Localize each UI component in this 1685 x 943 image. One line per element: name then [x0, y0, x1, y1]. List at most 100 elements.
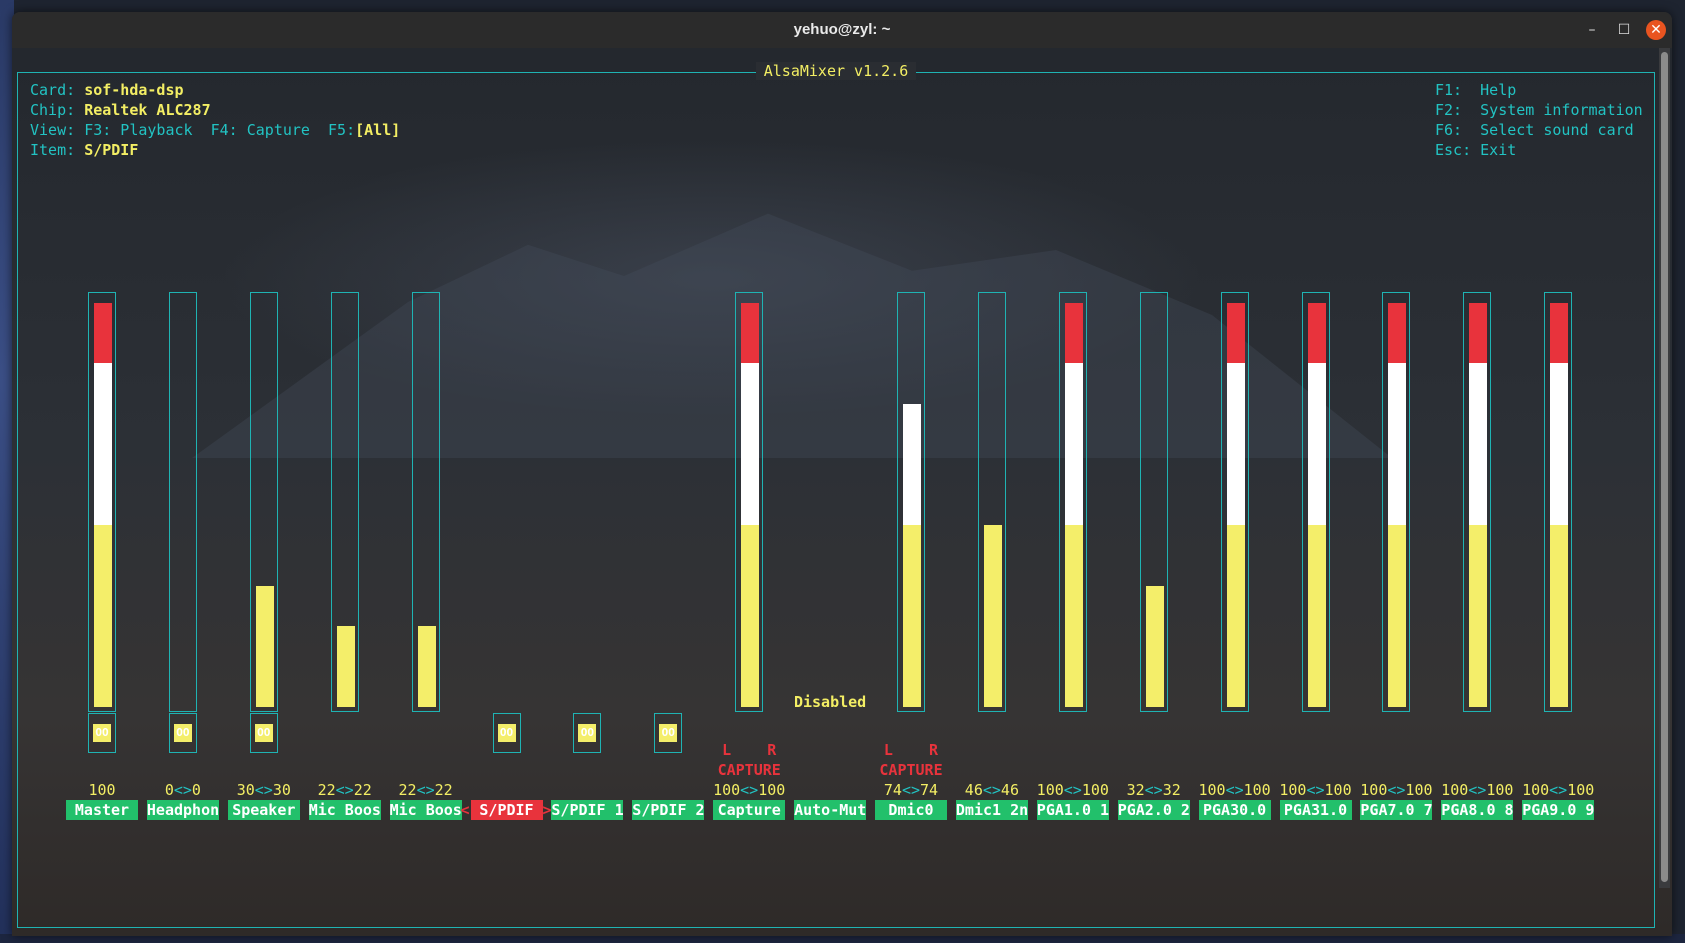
mixer-channel[interactable]: OO 0<>0 Headphon	[143, 48, 223, 848]
mixer-channel[interactable]: Disabled Auto-Mut	[790, 48, 870, 848]
volume-bar[interactable]	[1382, 292, 1411, 712]
mute-switch[interactable]: OO	[88, 713, 116, 753]
volume-left: 46	[964, 781, 983, 799]
mute-switch[interactable]: OO	[249, 713, 278, 753]
channel-name[interactable]: PGA9.0 9	[1522, 800, 1595, 820]
volume-bar[interactable]	[88, 292, 116, 712]
volume-separator: <>	[335, 781, 354, 799]
help-f2[interactable]: F2: System information	[1435, 100, 1643, 120]
scrollbar[interactable]	[1659, 48, 1670, 888]
volume-fill	[336, 626, 355, 707]
item-label: Item:	[30, 141, 76, 159]
volume-bar[interactable]	[735, 292, 764, 712]
mixer-channel[interactable]: 22<>22 Mic Boos	[305, 48, 385, 848]
volume-bar[interactable]	[977, 292, 1006, 712]
mute-switch[interactable]: OO	[654, 713, 683, 753]
volume-bar[interactable]	[168, 292, 197, 712]
volume-separator: <>	[1468, 781, 1487, 799]
channel-name[interactable]: S/PDIF 2	[632, 800, 705, 820]
volume-bar[interactable]	[249, 292, 278, 712]
volume-bar[interactable]	[1463, 292, 1492, 712]
terminal-area[interactable]: AlsaMixer v1.2.6 Card: sof-hda-dsp Chip:…	[12, 48, 1672, 936]
volume-bar[interactable]	[1301, 292, 1330, 712]
channel-name[interactable]: Mic Boos	[308, 800, 381, 820]
mixer-channel[interactable]: 100<>100 PGA30.0	[1195, 48, 1275, 848]
channel-name[interactable]: Speaker	[227, 800, 300, 820]
channel-name[interactable]: PGA7.0 7	[1360, 800, 1433, 820]
channel-name[interactable]: PGA1.0 1	[1036, 800, 1109, 820]
mixer-channel[interactable]: 100<>100 PGA8.0 8	[1437, 48, 1517, 848]
close-button[interactable]: ✕	[1646, 20, 1666, 40]
volume-separator: <>	[1306, 781, 1325, 799]
volume-fill	[94, 303, 112, 707]
mixer-channel[interactable]: OO S/PDIF 1	[547, 48, 627, 848]
window-title: yehuo@zyl: ~	[793, 21, 891, 38]
volume-bar[interactable]	[1139, 292, 1168, 712]
volume-separator: <>	[1144, 781, 1163, 799]
minimize-button[interactable]: –	[1588, 22, 1596, 38]
help-key: F2:	[1435, 101, 1463, 119]
mixer-channel[interactable]: OO S/PDIF 2	[628, 48, 708, 848]
view-all[interactable]: [All]	[355, 121, 401, 139]
channel-name[interactable]: PGA8.0 8	[1441, 800, 1514, 820]
mixer-channel[interactable]: L R CAPTURE 100<>100 Capture	[709, 48, 789, 848]
help-esc[interactable]: Esc: Exit	[1435, 140, 1516, 160]
volume-bar[interactable]	[1544, 292, 1573, 712]
mute-switch[interactable]: OO	[492, 713, 521, 753]
volume-fill-peak	[1064, 303, 1083, 363]
channel-name[interactable]: Dmic1 2n	[955, 800, 1028, 820]
volume-value: 100<>100	[1276, 780, 1356, 800]
mixer-channel[interactable]: OO S/PDIF < >	[461, 48, 552, 848]
volume-separator: <>	[1225, 781, 1244, 799]
channel-name[interactable]: PGA30.0	[1198, 800, 1271, 820]
volume-bar[interactable]	[897, 292, 925, 712]
view-playback[interactable]: F3: Playback	[84, 121, 193, 139]
mute-switch[interactable]: OO	[573, 713, 602, 753]
mixer-channel[interactable]: OO 100 Master	[62, 48, 142, 848]
mixer-channel[interactable]: OO 30<>30 Speaker	[224, 48, 304, 848]
help-f1[interactable]: F1: Help	[1435, 80, 1516, 100]
volume-fill-peak	[1469, 303, 1488, 363]
item-line: Item: S/PDIF	[30, 140, 138, 160]
selected-marker-left: <	[460, 801, 470, 819]
switch-state: OO	[497, 724, 516, 742]
channel-name[interactable]: S/PDIF 1	[551, 800, 624, 820]
channel-name[interactable]: Headphon	[146, 800, 219, 820]
volume-bar[interactable]	[411, 292, 440, 712]
mixer-channel[interactable]: 32<>32 PGA2.0 2	[1114, 48, 1194, 848]
mixer-channel[interactable]: 22<>22 Mic Boos	[386, 48, 466, 848]
volume-value: 100	[62, 780, 142, 800]
card-label: Card:	[30, 81, 76, 99]
channel-name[interactable]: PGA31.0	[1279, 800, 1352, 820]
volume-value: 100<>100	[1356, 780, 1436, 800]
mixer-channel[interactable]: 100<>100 PGA7.0 7	[1356, 48, 1436, 848]
channel-name[interactable]: Capture	[713, 800, 786, 820]
mixer-channel[interactable]: 100<>100 PGA9.0 9	[1518, 48, 1598, 848]
volume-bar[interactable]	[1058, 292, 1087, 712]
mixer-channel[interactable]: L R CAPTURE 74<>74 Dmic0	[871, 48, 951, 848]
volume-separator: <>	[173, 781, 192, 799]
volume-value: 22<>22	[386, 780, 466, 800]
view-capture[interactable]: F4: Capture	[210, 121, 310, 139]
title-bar[interactable]: yehuo@zyl: ~ – ☐ ✕	[12, 12, 1672, 48]
mixer-channel[interactable]: 100<>100 PGA31.0	[1276, 48, 1356, 848]
channel-name[interactable]: Master	[66, 800, 138, 820]
channel-name[interactable]: PGA2.0 2	[1117, 800, 1190, 820]
channel-name[interactable]: Mic Boos	[389, 800, 462, 820]
channel-name[interactable]: Auto-Mut	[794, 800, 867, 820]
volume-value: 46<>46	[952, 780, 1032, 800]
volume-bar[interactable]	[1220, 292, 1249, 712]
mixer-channel[interactable]: 46<>46 Dmic1 2n	[952, 48, 1032, 848]
view-all-key[interactable]: F5:	[328, 121, 356, 139]
volume-value: 30<>30	[224, 780, 304, 800]
scroll-thumb[interactable]	[1661, 52, 1668, 882]
channel-name[interactable]: S/PDIF	[470, 800, 543, 820]
mute-switch[interactable]: OO	[168, 713, 197, 753]
channel-name[interactable]: Dmic0	[875, 800, 947, 820]
help-f6[interactable]: F6: Select sound card	[1435, 120, 1634, 140]
maximize-button[interactable]: ☐	[1617, 22, 1631, 38]
volume-right: 30	[272, 781, 291, 799]
mixer-channel[interactable]: 100<>100 PGA1.0 1	[1033, 48, 1113, 848]
volume-right: 100	[1486, 781, 1514, 799]
volume-bar[interactable]	[330, 292, 359, 712]
